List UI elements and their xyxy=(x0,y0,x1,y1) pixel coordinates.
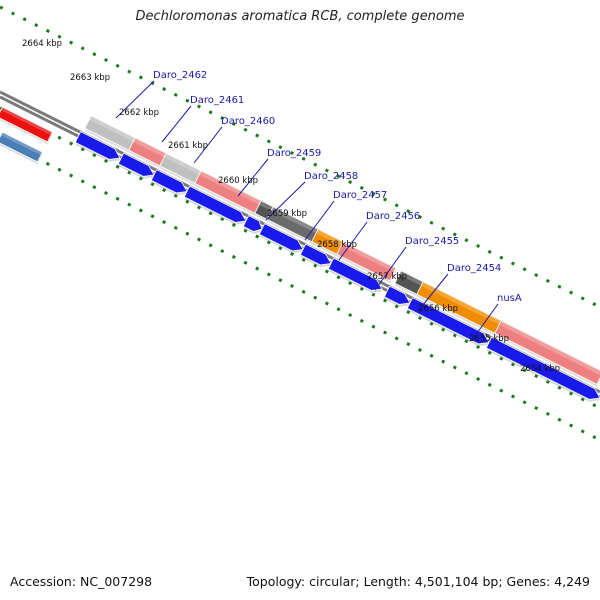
gene-label-layer: Daro_2462 Daro_2461 Daro_2460 Daro_2459 Daro… xyxy=(153,70,522,304)
cds-arrow-8 xyxy=(327,257,383,293)
gene-leader-line xyxy=(417,273,449,312)
accession-label: Accession: NC_007298 xyxy=(10,574,153,589)
gene-leader-line xyxy=(193,126,223,164)
tick-label: 2659 kbp xyxy=(267,209,307,219)
feature-left-blue xyxy=(0,131,43,165)
gene-label: Daro_2461 xyxy=(190,95,244,106)
tick-line-upper xyxy=(0,5,600,309)
gene-label: Daro_2456 xyxy=(366,211,420,222)
gene-label: Daro_2458 xyxy=(304,171,358,182)
cds-arrow-7 xyxy=(299,243,332,268)
cds-arrow-5 xyxy=(242,215,263,234)
tick-line-lower-a xyxy=(0,106,600,410)
cds-arrow-2 xyxy=(117,152,155,179)
tick-label: 2660 kbp xyxy=(218,176,258,186)
tick-label: 2664 kbp xyxy=(22,39,62,49)
gene-leader-line xyxy=(237,158,269,197)
gene-label: Daro_2454 xyxy=(447,263,501,274)
cds-arrow-6 xyxy=(258,223,304,254)
map-title: Dechloromonas aromatica RCB, complete ge… xyxy=(135,9,465,24)
tick-label: 2656 kbp xyxy=(418,304,458,314)
tick-mark-layer xyxy=(0,5,600,442)
gene-label: nusA xyxy=(497,293,522,304)
feature-segment-2 xyxy=(128,137,167,168)
tick-label: 2655 kbp xyxy=(469,334,509,344)
tick-label: 2654 kbp xyxy=(520,364,560,374)
feature-layer xyxy=(0,106,600,387)
feature-segment-8 xyxy=(336,241,397,283)
feature-segment-3 xyxy=(159,152,202,186)
leader-line-layer xyxy=(115,80,499,341)
cds-layer xyxy=(74,131,600,402)
gene-leader-line xyxy=(338,221,368,261)
cds-arrow-1 xyxy=(74,131,121,162)
cds-arrow-11 xyxy=(485,336,600,402)
tick-label: 2657 kbp xyxy=(367,272,407,282)
gene-label: Daro_2455 xyxy=(405,236,459,247)
tick-label: 2658 kbp xyxy=(317,240,357,250)
tick-label-layer: 2664 kbp 2663 kbp 2662 kbp 2661 kbp 2660 kbp… xyxy=(22,39,560,374)
cds-arrow-9 xyxy=(383,285,411,307)
cds-arrow-4 xyxy=(183,185,247,225)
gene-leader-line xyxy=(374,246,407,291)
cds-arrow-3 xyxy=(150,169,188,196)
feature-left-red xyxy=(0,106,53,145)
feature-segment-1 xyxy=(84,115,136,153)
tick-label: 2661 kbp xyxy=(168,141,208,151)
gene-leader-line xyxy=(471,303,499,341)
feature-segment-10 xyxy=(416,281,502,336)
feature-segment-7 xyxy=(311,228,344,257)
gene-leader-line xyxy=(161,105,192,143)
tick-label: 2663 kbp xyxy=(70,73,110,83)
gene-leader-line xyxy=(304,200,335,241)
feature-segment-9 xyxy=(394,270,424,297)
gene-label: Daro_2459 xyxy=(267,148,321,159)
gene-label: Daro_2460 xyxy=(221,116,275,127)
genome-summary-label: Topology: circular; Length: 4,501,104 bp… xyxy=(246,574,590,589)
cds-arrow-10 xyxy=(406,297,490,347)
gene-leader-line xyxy=(115,80,155,119)
gene-label: Daro_2462 xyxy=(153,70,207,81)
feature-segment-4 xyxy=(194,170,262,216)
tick-line-lower-b xyxy=(0,138,600,442)
feature-segment-11 xyxy=(494,320,600,387)
gene-leader-line xyxy=(265,181,306,221)
gene-label: Daro_2457 xyxy=(333,190,387,201)
tick-label: 2662 kbp xyxy=(119,108,159,118)
